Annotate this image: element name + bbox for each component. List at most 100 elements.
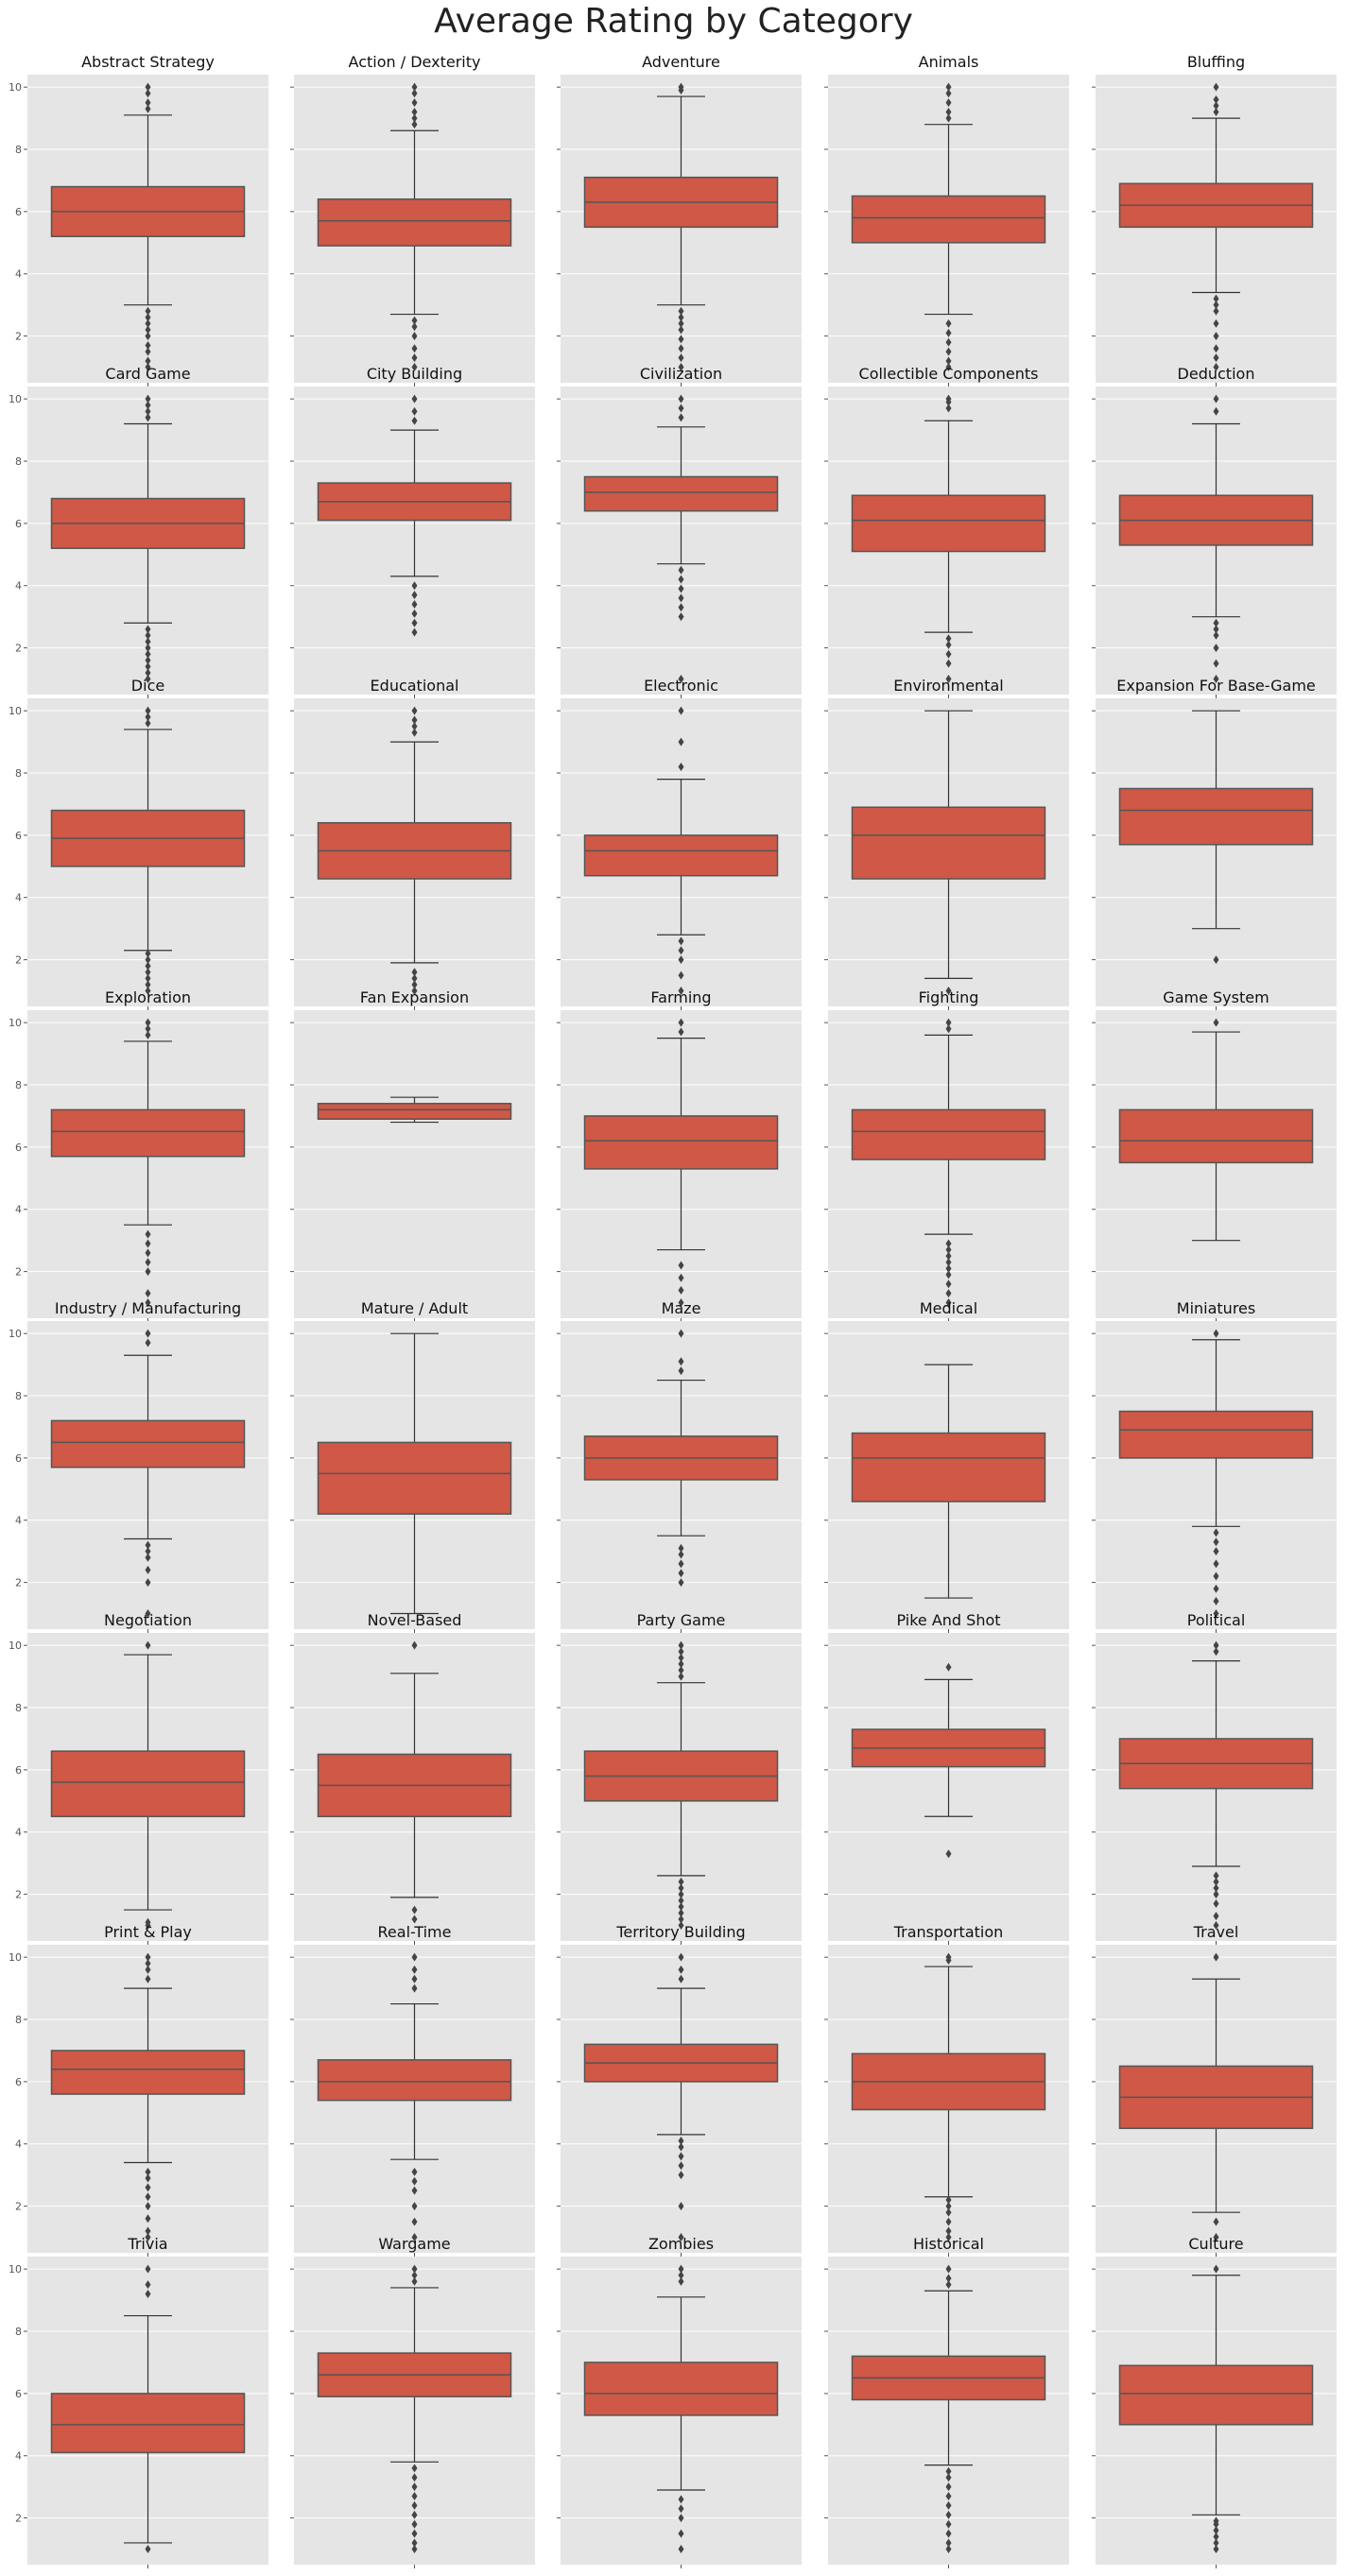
outlier-point [411, 322, 418, 332]
y-tick-label: 10 [9, 393, 22, 405]
outlier-point [411, 2464, 418, 2473]
outlier-point [145, 82, 151, 92]
outlier-point [945, 2280, 952, 2290]
outlier-point [411, 416, 418, 425]
panel-title: Collectible Components [859, 365, 1039, 383]
outlier-point [945, 2195, 952, 2205]
outlier-point [411, 353, 418, 363]
outlier-point [1213, 625, 1219, 634]
outlier-point [678, 2264, 684, 2274]
panel-title: Party Game [637, 1611, 726, 1629]
outlier-point [411, 316, 418, 325]
outlier-point [945, 1263, 952, 1273]
outlier-point [145, 1229, 151, 1239]
y-tick-label: 2 [15, 954, 22, 967]
iqr-box [1118, 787, 1314, 846]
panel: 2 4 6 8 10 Dice [9, 677, 268, 1010]
outlier-point [1213, 332, 1219, 341]
outlier-point [678, 1666, 684, 1675]
panel-title: Political [1187, 1611, 1246, 1629]
outlier-point [1213, 108, 1219, 117]
outlier-point [1213, 101, 1219, 111]
outlier-point [678, 1974, 684, 1984]
panel: Electronic [557, 677, 802, 1010]
outlier-point [411, 2500, 418, 2510]
outlier-point [145, 668, 151, 678]
outlier-point [145, 2202, 151, 2211]
outlier-point [145, 332, 151, 341]
outlier-point [678, 2504, 684, 2514]
outlier-point [678, 762, 684, 771]
outlier-point [678, 2202, 684, 2211]
y-tick-label: 8 [15, 1702, 22, 1714]
panel-title: Farming [650, 988, 711, 1006]
outlier-point [678, 1329, 684, 1338]
y-tick-label: 6 [15, 206, 22, 218]
outlier-point [145, 1298, 151, 1308]
outlier-point [945, 2500, 952, 2510]
panel-title: Transportation [893, 1923, 1004, 1941]
outlier-point [145, 340, 151, 350]
outlier-point [945, 649, 952, 659]
outlier-point [411, 2529, 418, 2538]
outlier-point [945, 1258, 952, 1267]
panel: Miniatures [1092, 1299, 1337, 1633]
outlier-point [678, 1915, 684, 1924]
panel-title: Exploration [105, 988, 191, 1006]
outlier-point [678, 2276, 684, 2286]
outlier-point [145, 1289, 151, 1298]
y-tick-label: 6 [15, 518, 22, 530]
panel: 2 4 6 8 10 Exploration [9, 988, 268, 1322]
outlier-point [678, 1647, 684, 1657]
outlier-point [678, 970, 684, 980]
outlier-point [678, 1366, 684, 1376]
outlier-point [145, 713, 151, 722]
panel: 2 4 6 8 10 Industry / Manufacturing [9, 1299, 268, 1633]
panel-title: Animals [919, 53, 979, 71]
panel-title: Mature / Adult [361, 1299, 468, 1317]
outlier-point [678, 987, 684, 996]
panel-title: Electronic [644, 677, 718, 695]
outlier-point [411, 706, 418, 715]
outlier-point [945, 1298, 952, 1308]
outlier-point [145, 1609, 151, 1619]
panel-title: Fighting [919, 988, 979, 1006]
outlier-point [678, 353, 684, 363]
panel: 2 4 6 8 10 Abstract Strategy [9, 53, 268, 386]
outlier-point [678, 1298, 684, 1308]
outlier-point [1213, 1883, 1219, 1893]
outlier-point [411, 980, 418, 989]
outlier-point [145, 2192, 151, 2202]
outlier-point [411, 2538, 418, 2548]
outlier-point [945, 1239, 952, 1248]
outlier-point [145, 649, 151, 659]
panel: Civilization [557, 365, 802, 698]
outlier-point [145, 98, 151, 108]
outlier-point [145, 630, 151, 640]
outlier-point [678, 1952, 684, 1962]
outlier-point [945, 1662, 952, 1672]
outlier-point [411, 1905, 418, 1915]
outlier-point [145, 973, 151, 983]
outlier-point [145, 2226, 151, 2236]
outlier-point [411, 591, 418, 600]
panel-title: Historical [913, 2235, 984, 2253]
outlier-point [1213, 1547, 1219, 1556]
iqr-box [851, 1432, 1046, 1503]
outlier-point [1213, 1329, 1219, 1338]
outlier-point [411, 600, 418, 610]
panel-title: Print & Play [104, 1923, 192, 1941]
outlier-point [678, 1569, 684, 1578]
outlier-point [411, 1965, 418, 1974]
panel-title: Pike And Shot [896, 1611, 1000, 1629]
panel: Travel [1092, 1923, 1337, 2257]
outlier-point [945, 2217, 952, 2226]
y-tick-label: 8 [15, 767, 22, 780]
outlier-point [411, 2519, 418, 2529]
outlier-point [678, 404, 684, 413]
outlier-point [945, 2202, 952, 2211]
outlier-point [945, 337, 952, 347]
outlier-point [678, 584, 684, 593]
panel: Medical [824, 1299, 1069, 1633]
outlier-point [145, 356, 151, 366]
